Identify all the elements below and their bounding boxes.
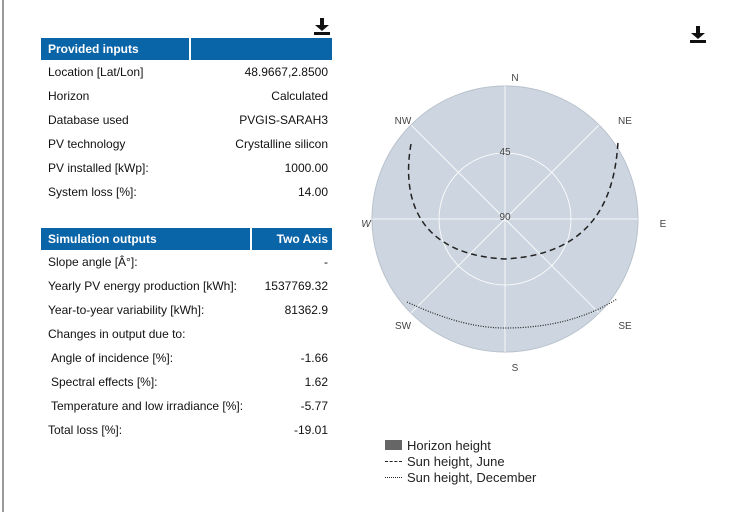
horizon-polar-chart: N NE E SE S SW W NW 45 90: [361, 73, 667, 374]
download-icon[interactable]: [312, 16, 332, 36]
row-label: PV technology: [48, 137, 126, 151]
table-row: PV technology Crystalline silicon: [41, 132, 332, 156]
legend-swatch-december: [385, 476, 402, 478]
download-icon[interactable]: [688, 24, 708, 44]
grid-ring: [438, 152, 572, 286]
row-value: PVGIS-SARAH3: [239, 113, 328, 127]
compass-nw: NW: [395, 116, 412, 127]
chart-grid: [372, 86, 638, 352]
ring-label-45: 45: [499, 147, 511, 158]
row-label: Location [Lat/Lon]: [48, 65, 144, 79]
legend-label: Sun height, December: [407, 469, 537, 485]
row-value: -19.01: [293, 423, 328, 437]
row-value: Crystalline silicon: [235, 137, 328, 151]
table-row: PV installed [kWp]: 1000.00: [41, 156, 332, 180]
table-row: Year-to-year variability [kWh]: 81362.9: [41, 298, 332, 322]
row-value: 81362.9: [284, 303, 328, 317]
simulation-outputs-table: Simulation outputs Two Axis Slope angle …: [41, 228, 332, 442]
compass-e: E: [660, 219, 667, 230]
row-label: Horizon: [48, 89, 90, 103]
row-label: Temperature and low irradiance [%]:: [51, 399, 244, 413]
row-label: Total loss [%]:: [48, 423, 123, 437]
legend-item-june: Sun height, June: [385, 453, 536, 469]
table-row: Location [Lat/Lon] 48.9667,2.8500: [41, 60, 332, 84]
table-row: Total loss [%]: -19.01: [41, 418, 332, 442]
compass-w: W: [361, 219, 372, 230]
row-value: [251, 322, 332, 346]
row-value: 14.00: [297, 185, 328, 199]
simulation-outputs-header: Simulation outputs: [41, 228, 252, 250]
legend-label: Sun height, June: [407, 453, 505, 469]
left-border: [2, 0, 4, 512]
legend-item-december: Sun height, December: [385, 469, 536, 485]
row-value: -5.77: [300, 399, 328, 413]
table-header: Provided inputs: [41, 38, 332, 60]
row-label: Changes in output due to:: [48, 327, 186, 341]
row-label: Year-to-year variability [kWh]:: [48, 303, 205, 317]
table-row: System loss [%]: 14.00: [41, 180, 332, 204]
row-value: -: [324, 255, 328, 269]
row-value: -1.66: [300, 351, 328, 365]
row-label: Slope angle [Â°]:: [48, 255, 138, 269]
header-blank: [190, 38, 332, 60]
ring-label-90: 90: [499, 212, 511, 223]
row-label: Angle of incidence [%]:: [51, 351, 174, 365]
provided-inputs-header: Provided inputs: [41, 38, 191, 60]
table-row: Database used PVGIS-SARAH3: [41, 108, 332, 132]
legend-item-horizon: Horizon height: [385, 437, 536, 453]
row-label: PV installed [kWp]:: [48, 161, 149, 175]
legend-swatch-horizon: [385, 440, 402, 450]
table-row: Angle of incidence [%]: -1.66: [41, 346, 332, 370]
row-label: Database used: [48, 113, 129, 127]
sun-height-june-line: [407, 141, 619, 260]
legend-label: Horizon height: [407, 437, 491, 453]
compass-s: S: [512, 363, 519, 374]
chart-legend: Horizon height Sun height, June Sun heig…: [385, 437, 536, 485]
table-row: Horizon Calculated: [41, 84, 332, 108]
mode-header: Two Axis: [251, 228, 332, 250]
compass-ne: NE: [618, 116, 632, 127]
row-label: Yearly PV energy production [kWh]:: [48, 279, 237, 293]
table-row: Spectral effects [%]: 1.62: [41, 370, 332, 394]
row-value: 48.9667,2.8500: [244, 65, 328, 79]
row-value: 1.62: [304, 375, 328, 389]
row-value: 1000.00: [284, 161, 328, 175]
grid-spokes: [372, 86, 638, 352]
table-row: Changes in output due to:: [41, 322, 332, 346]
sun-height-december-line: [406, 298, 618, 329]
table-header: Simulation outputs Two Axis: [41, 228, 332, 250]
table-row: Slope angle [Â°]: -: [41, 250, 332, 274]
row-value: Calculated: [271, 89, 328, 103]
row-label: Spectral effects [%]:: [51, 375, 158, 389]
compass-n: N: [511, 73, 518, 84]
legend-swatch-june: [385, 460, 402, 462]
table-row: Yearly PV energy production [kWh]: 15377…: [41, 274, 332, 298]
compass-sw: SW: [395, 321, 412, 332]
row-value: 1537769.32: [264, 279, 328, 293]
row-label: System loss [%]:: [48, 185, 137, 199]
compass-se: SE: [618, 321, 632, 332]
provided-inputs-table: Provided inputs Location [Lat/Lon] 48.96…: [41, 38, 332, 204]
table-row: Temperature and low irradiance [%]: -5.7…: [41, 394, 332, 418]
